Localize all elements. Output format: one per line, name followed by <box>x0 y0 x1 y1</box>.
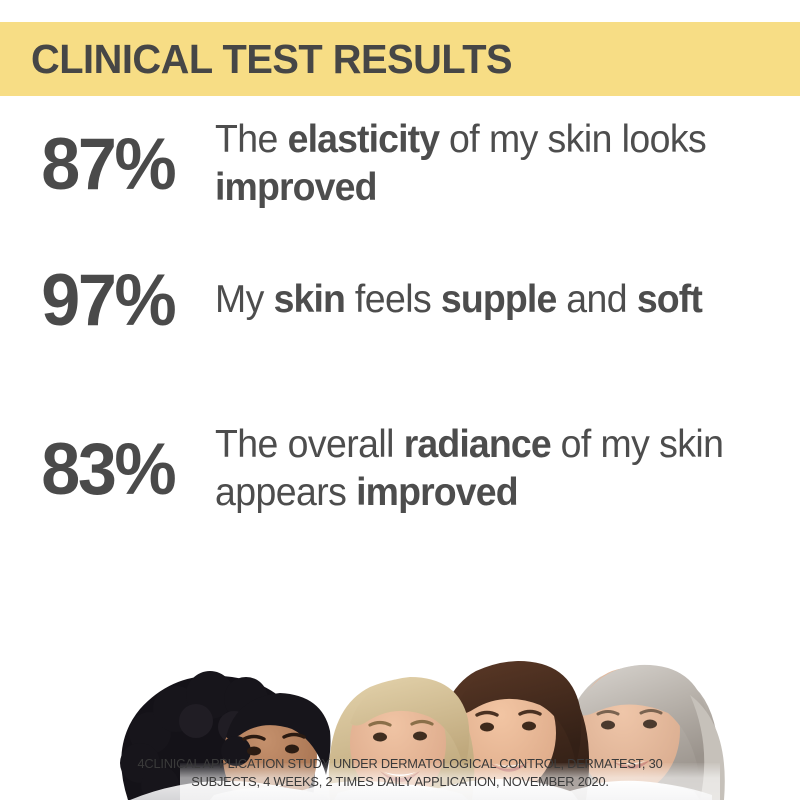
stat-percentage: 83% <box>41 428 176 510</box>
stat-row: 87% The elasticity of my skin looks impr… <box>0 98 800 230</box>
claim-text-plain: of my skin appears <box>215 423 724 514</box>
stat-claim: The elasticity of my skin looks improved <box>215 116 777 211</box>
stats-list: 87% The elasticity of my skin looks impr… <box>0 98 800 568</box>
claim-text-bold: elasticity <box>287 118 440 162</box>
claim-text-bold: skin <box>273 278 346 322</box>
claim-text-plain: The overall <box>215 423 404 467</box>
footer-disclaimer-container: 4CLINICAL APPLICATION STUDY UNDER DERMAT… <box>0 755 800 800</box>
claim-text-bold: improved <box>215 166 377 209</box>
stat-claim: My skin feels supple and soft <box>215 276 777 324</box>
page-title: CLINICAL TEST RESULTS <box>31 35 513 82</box>
claim-text-bold: radiance <box>403 423 552 467</box>
stat-claim: The overall radiance of my skin appears … <box>215 421 777 516</box>
claim-text-plain: My <box>215 278 274 322</box>
claim-text-plain: The <box>215 118 288 162</box>
stat-row: 83% The overall radiance of my skin appe… <box>0 370 800 568</box>
stat-percentage: 87% <box>41 123 176 205</box>
stat-row: 97% My skin feels supple and soft <box>0 230 800 370</box>
header-band: CLINICAL TEST RESULTS <box>0 22 800 96</box>
claim-text-plain: and <box>556 278 637 322</box>
claim-text-bold: soft <box>636 278 703 322</box>
footer-disclaimer: 4CLINICAL APPLICATION STUDY UNDER DERMAT… <box>137 755 663 790</box>
claim-text-plain: of my skin looks <box>439 118 707 162</box>
claim-text-bold: improved <box>356 471 518 514</box>
stat-percentage: 97% <box>41 259 176 341</box>
claim-text-plain: feels <box>345 278 441 322</box>
claim-text-bold: supple <box>440 278 557 322</box>
